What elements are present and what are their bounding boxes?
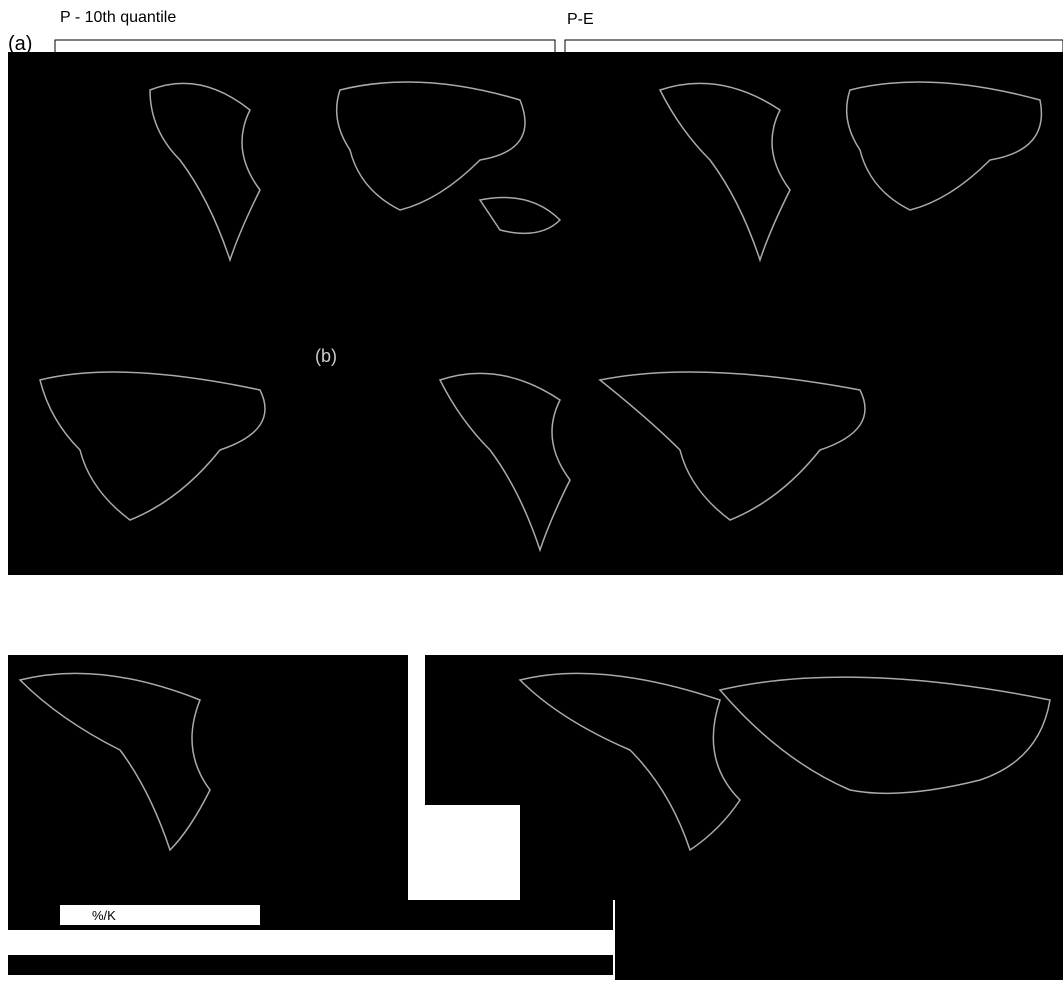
coastlines <box>18 81 1051 852</box>
panel-label: (b) <box>315 346 337 366</box>
colorbar-unit: %/K <box>92 908 116 923</box>
map-band <box>615 900 1063 980</box>
map-band <box>8 655 408 900</box>
label-backdrop <box>60 905 260 925</box>
map-band <box>8 955 613 975</box>
map-band <box>8 52 1063 575</box>
map-band <box>425 655 1063 805</box>
map-band <box>520 805 1063 900</box>
panel-title: P-E <box>567 11 594 28</box>
panel-title: P - 10th quantile <box>60 9 176 26</box>
panel-label: (a) <box>8 33 32 55</box>
